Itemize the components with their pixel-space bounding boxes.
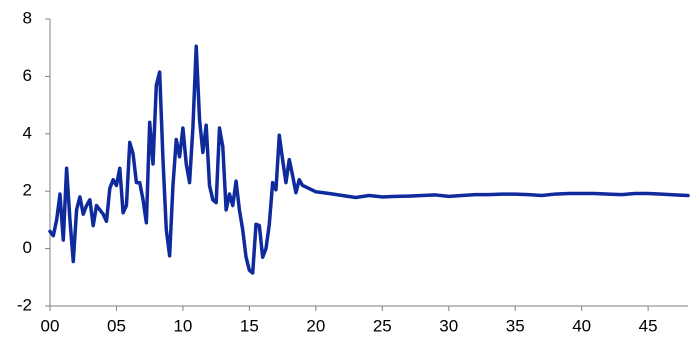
x-tick-label: 20 — [306, 316, 325, 335]
data-line — [48, 44, 690, 275]
y-tick-label: 4 — [23, 123, 32, 142]
y-tick-label: 0 — [23, 238, 32, 257]
x-tick-label: 00 — [41, 316, 60, 335]
y-tick-label: 6 — [23, 66, 32, 85]
y-tick-label: 8 — [23, 8, 32, 27]
x-tick-label: 25 — [373, 316, 392, 335]
x-tick-label: 30 — [439, 316, 458, 335]
x-tick-label: 45 — [639, 316, 658, 335]
y-tick-label: 2 — [23, 181, 32, 200]
y-tick-label: -2 — [17, 295, 32, 314]
x-tick-label: 10 — [173, 316, 192, 335]
x-tick-label: 40 — [572, 316, 591, 335]
x-tick-label: 05 — [107, 316, 126, 335]
x-tick-label: 35 — [506, 316, 525, 335]
x-tick-label: 15 — [240, 316, 259, 335]
